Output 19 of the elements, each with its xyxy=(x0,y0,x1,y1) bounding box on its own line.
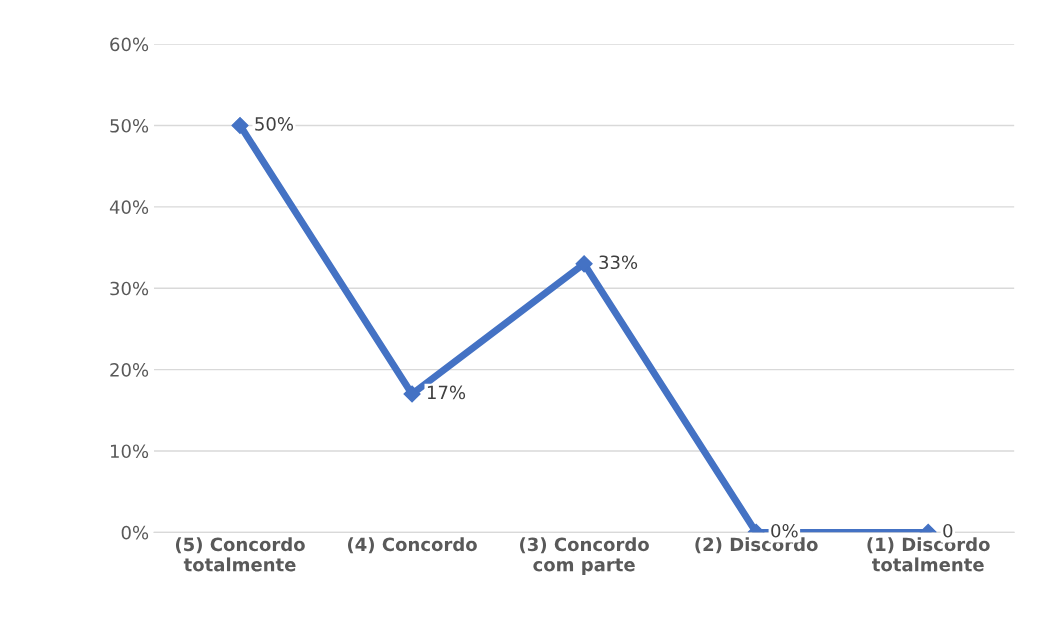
y-tick-label: 30% xyxy=(110,281,149,296)
y-tick-label: 0% xyxy=(121,525,149,540)
y-tick-label: 60% xyxy=(110,37,149,52)
data-label: 50% xyxy=(255,117,294,131)
x-tick-label: (2) Discordo xyxy=(695,537,818,554)
point xyxy=(575,255,593,273)
y-tick-label: 20% xyxy=(110,363,149,377)
x-tick-label: (1) Discordo totalmente xyxy=(867,537,990,572)
data-label: 17% xyxy=(427,385,466,400)
y-tick-label: 50% xyxy=(110,118,149,133)
x-tick-label: (3) Concordo com parte xyxy=(520,537,649,575)
x-tick-label: (4) Concordo xyxy=(348,537,477,554)
data-label: 33% xyxy=(599,255,638,270)
x-tick-label: (5) Concordo totalmente xyxy=(175,537,305,572)
y-tick-label: 10% xyxy=(110,444,149,459)
y-tick-label: 40% xyxy=(109,200,149,214)
data-label: 0% xyxy=(771,523,798,538)
point xyxy=(231,116,249,135)
data-label: 0 xyxy=(943,523,953,538)
